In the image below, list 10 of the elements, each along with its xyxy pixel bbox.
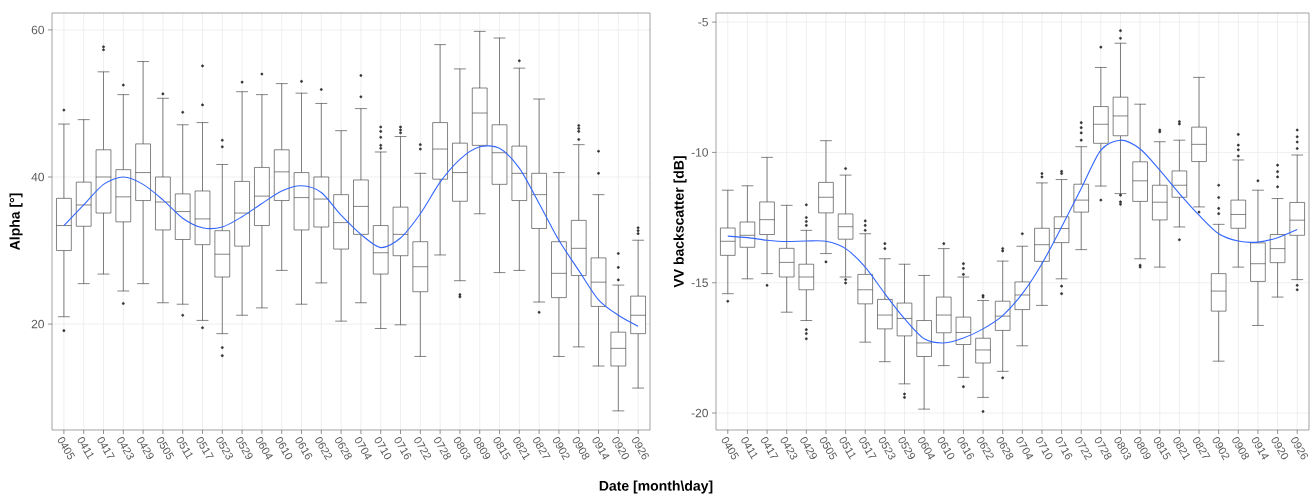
y-tick-label: -15: [691, 278, 708, 287]
y-tick-label: -10: [691, 148, 709, 157]
y-tick-label: -5: [698, 17, 708, 27]
y-axis-title: VV backscatter [dB]: [673, 156, 687, 288]
x-axis-title: Date [month\day]: [599, 480, 713, 494]
y-tick-label: 20: [31, 319, 45, 329]
y-tick-label: 60: [31, 25, 45, 35]
y-tick-label: -20: [691, 408, 709, 418]
y-tick-label: 40: [31, 172, 45, 182]
y-axis-title: Alpha [°]: [9, 193, 23, 250]
